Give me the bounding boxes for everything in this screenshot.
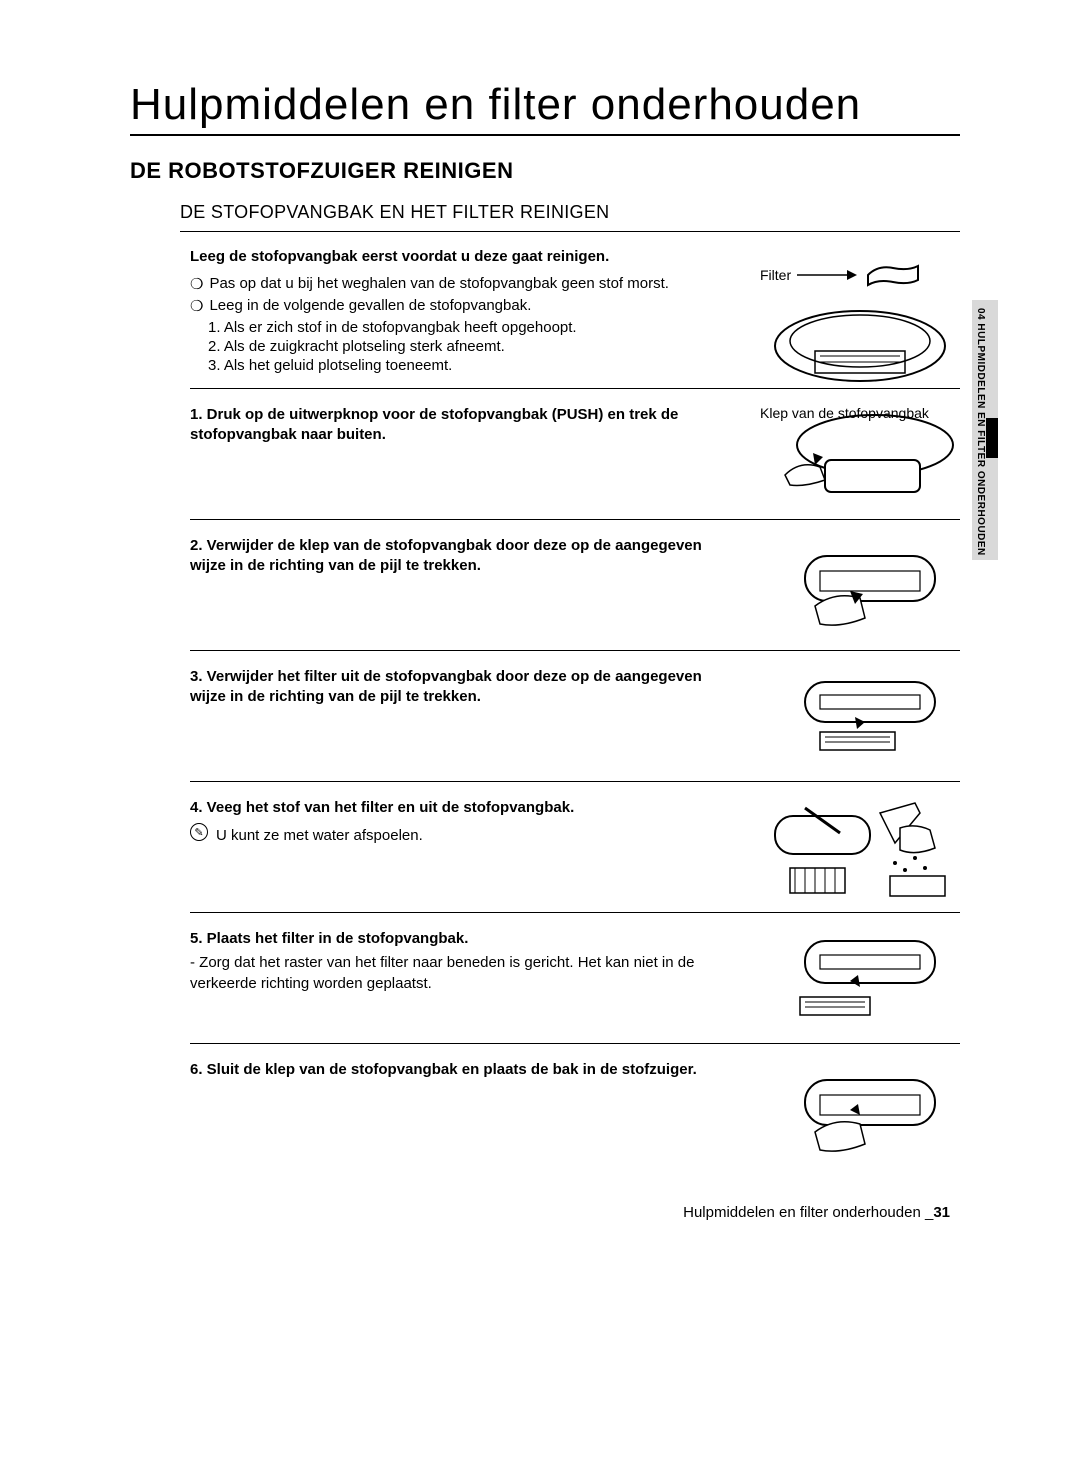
step-illustration-icon [760, 798, 960, 898]
klep-label: Klep van de stofopvangbak [760, 405, 970, 422]
bullet-text: Pas op dat u bij het weghalen van de sto… [209, 275, 760, 293]
step-5: 5. Plaats het filter in de stofopvangbak… [190, 913, 960, 1044]
side-tab-text: 04 HULPMIDDELEN EN FILTER ONDERHOUDEN [975, 308, 986, 556]
step-4: 4. Veeg het stof van het filter en uit d… [190, 782, 960, 913]
list-item: 2. Als de zuigkracht plotseling sterk af… [208, 338, 760, 355]
bullet-icon: ❍ [190, 275, 203, 293]
step-title: 1. Druk op de uitwerpknop voor de stofop… [190, 405, 740, 446]
step-title: 5. Plaats het filter in de stofopvangbak… [190, 929, 740, 949]
step-note: U kunt ze met water afspoelen. [216, 826, 423, 846]
step-illustration-icon [760, 536, 960, 636]
section-heading: DE ROBOTSTOFZUIGER REINIGEN [130, 158, 960, 184]
step-illustration-icon [760, 667, 960, 767]
arrow-icon [797, 266, 857, 284]
filter-label: Filter [760, 267, 791, 283]
intro-title: Leeg de stofopvangbak eerst voordat u de… [190, 248, 760, 265]
page-title: Hulpmiddelen en filter onderhouden [130, 80, 960, 136]
sub-heading: DE STOFOPVANGBAK EN HET FILTER REINIGEN [180, 202, 960, 232]
bullet-icon: ❍ [190, 297, 203, 315]
page-number: 31 [933, 1204, 950, 1221]
section-side-tab: 04 HULPMIDDELEN EN FILTER ONDERHOUDEN [972, 300, 998, 560]
step-2: 2. Verwijder de klep van de stofopvangba… [190, 520, 960, 651]
bullet-text: Leeg in de volgende gevallen de stofopva… [209, 297, 760, 315]
step-illustration-icon [760, 929, 960, 1029]
step-sub: - Zorg dat het raster van het filter naa… [190, 953, 740, 994]
page-footer: Hulpmiddelen en filter onderhouden _31 [130, 1204, 960, 1221]
step-3: 3. Verwijder het filter uit de stofopvan… [190, 651, 960, 782]
footer-text: Hulpmiddelen en filter onderhouden _ [683, 1204, 933, 1221]
step-illustration-icon [760, 1060, 960, 1160]
list-item: 1. Als er zich stof in de stofopvangbak … [208, 319, 760, 336]
filter-icon [863, 260, 923, 290]
list-item: 3. Als het geluid plotseling toeneemt. [208, 357, 760, 374]
step-title: 6. Sluit de klep van de stofopvangbak en… [190, 1060, 740, 1080]
numbered-list: 1. Als er zich stof in de stofopvangbak … [208, 319, 760, 374]
step-6: 6. Sluit de klep van de stofopvangbak en… [190, 1044, 960, 1174]
step-title: 3. Verwijder het filter uit de stofopvan… [190, 667, 740, 708]
step-title: 4. Veeg het stof van het filter en uit d… [190, 798, 740, 818]
note-icon: ✎ [190, 823, 208, 841]
intro-block: Leeg de stofopvangbak eerst voordat u de… [190, 248, 760, 374]
top-diagram: Filter Klep van de stofopvangbak [760, 260, 970, 422]
dustbin-diagram-icon [760, 296, 960, 396]
step-title: 2. Verwijder de klep van de stofopvangba… [190, 536, 740, 577]
